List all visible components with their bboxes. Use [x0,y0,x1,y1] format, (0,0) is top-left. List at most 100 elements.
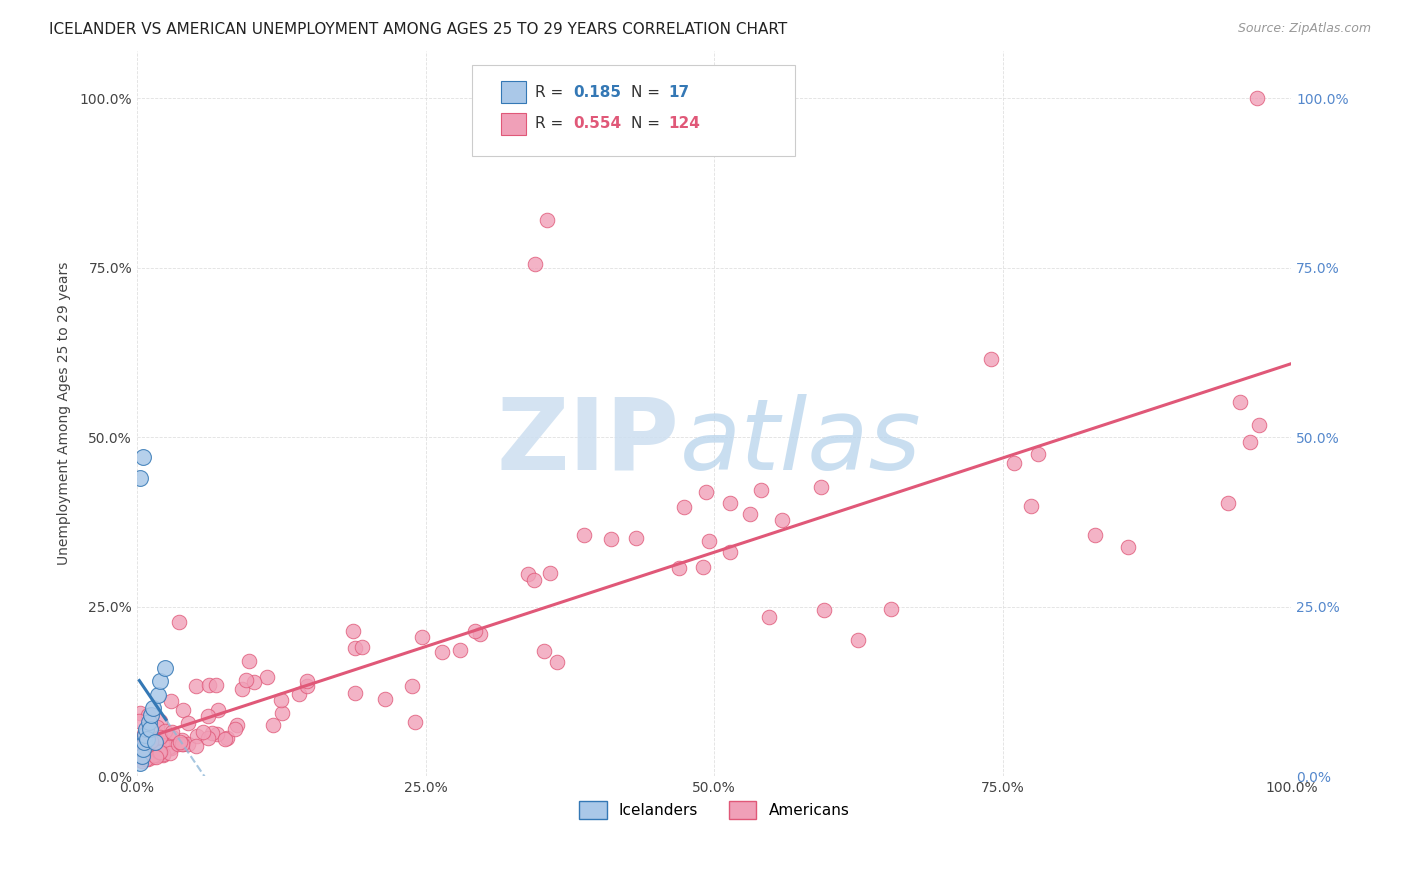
Point [129,748,152,763]
Point [129,749,152,764]
Point [159,747,181,761]
Point [149,731,172,745]
Point [740,507,762,521]
Point [197,709,219,723]
Text: R =: R = [536,117,564,131]
Point [672,500,695,515]
Point [225,718,247,732]
Point [224,722,246,736]
Point [401,680,423,694]
Point [468,626,491,640]
Point [145,750,167,764]
Text: atlas: atlas [679,394,921,491]
Point [142,750,165,764]
Point [980,352,1002,367]
Point [160,725,183,739]
Point [138,714,160,729]
Point [215,731,238,745]
Point [198,678,221,692]
Point [1002,456,1025,470]
Point [129,756,152,770]
Point [1247,417,1270,432]
Point [770,513,793,527]
Point [449,643,471,657]
Point [572,528,595,542]
Point [143,746,166,760]
Point [129,706,152,720]
Point [160,693,183,707]
Point [145,733,167,747]
Point [262,717,284,731]
Point [1019,499,1042,513]
Text: 0.185: 0.185 [574,85,621,100]
Point [1026,447,1049,461]
Point [879,602,901,616]
Point [160,730,183,744]
Point [152,747,174,761]
Point [697,534,720,549]
Point [138,722,160,736]
Point [205,678,228,692]
Point [166,738,188,752]
Point [186,679,208,693]
Point [132,746,155,760]
Text: Source: ZipAtlas.com: Source: ZipAtlas.com [1237,22,1371,36]
Text: 17: 17 [668,85,689,100]
Point [148,740,170,755]
Point [132,727,155,741]
Point [136,731,159,746]
Point [129,748,152,763]
Point [718,545,741,559]
Point [142,701,165,715]
Point [128,714,150,728]
Point [238,654,260,668]
Text: 0.554: 0.554 [574,117,621,131]
Point [1218,496,1240,510]
Point [177,716,200,731]
Point [1116,540,1139,554]
Point [159,740,181,755]
Text: N =: N = [631,117,659,131]
Point [524,257,547,271]
Point [352,640,374,654]
Point [242,675,264,690]
Point [148,745,170,759]
Point [149,674,172,689]
Point [193,725,215,739]
Point [624,531,647,545]
Point [143,747,166,762]
Point [132,450,155,465]
Point [536,213,558,227]
Point [141,734,163,748]
Point [136,707,159,722]
Point [149,714,172,728]
Point [758,610,780,624]
Point [129,747,152,762]
Text: N =: N = [631,85,659,100]
Point [411,631,433,645]
Point [430,645,453,659]
Point [170,733,193,747]
Point [523,573,546,587]
Point [342,624,364,638]
Point [169,735,191,749]
Point [295,673,318,688]
FancyBboxPatch shape [501,113,526,135]
Text: R =: R = [536,85,564,100]
Point [749,483,772,497]
Point [159,741,181,756]
Point [810,481,832,495]
Point [533,644,555,658]
Point [256,670,278,684]
Point [516,566,538,581]
FancyBboxPatch shape [501,81,526,103]
Point [538,566,561,581]
Point [145,735,167,749]
Point [135,739,157,754]
Point [668,560,690,574]
Point [153,723,176,738]
Point [235,673,257,688]
Point [146,748,169,763]
Point [129,471,152,485]
Point [177,738,200,752]
